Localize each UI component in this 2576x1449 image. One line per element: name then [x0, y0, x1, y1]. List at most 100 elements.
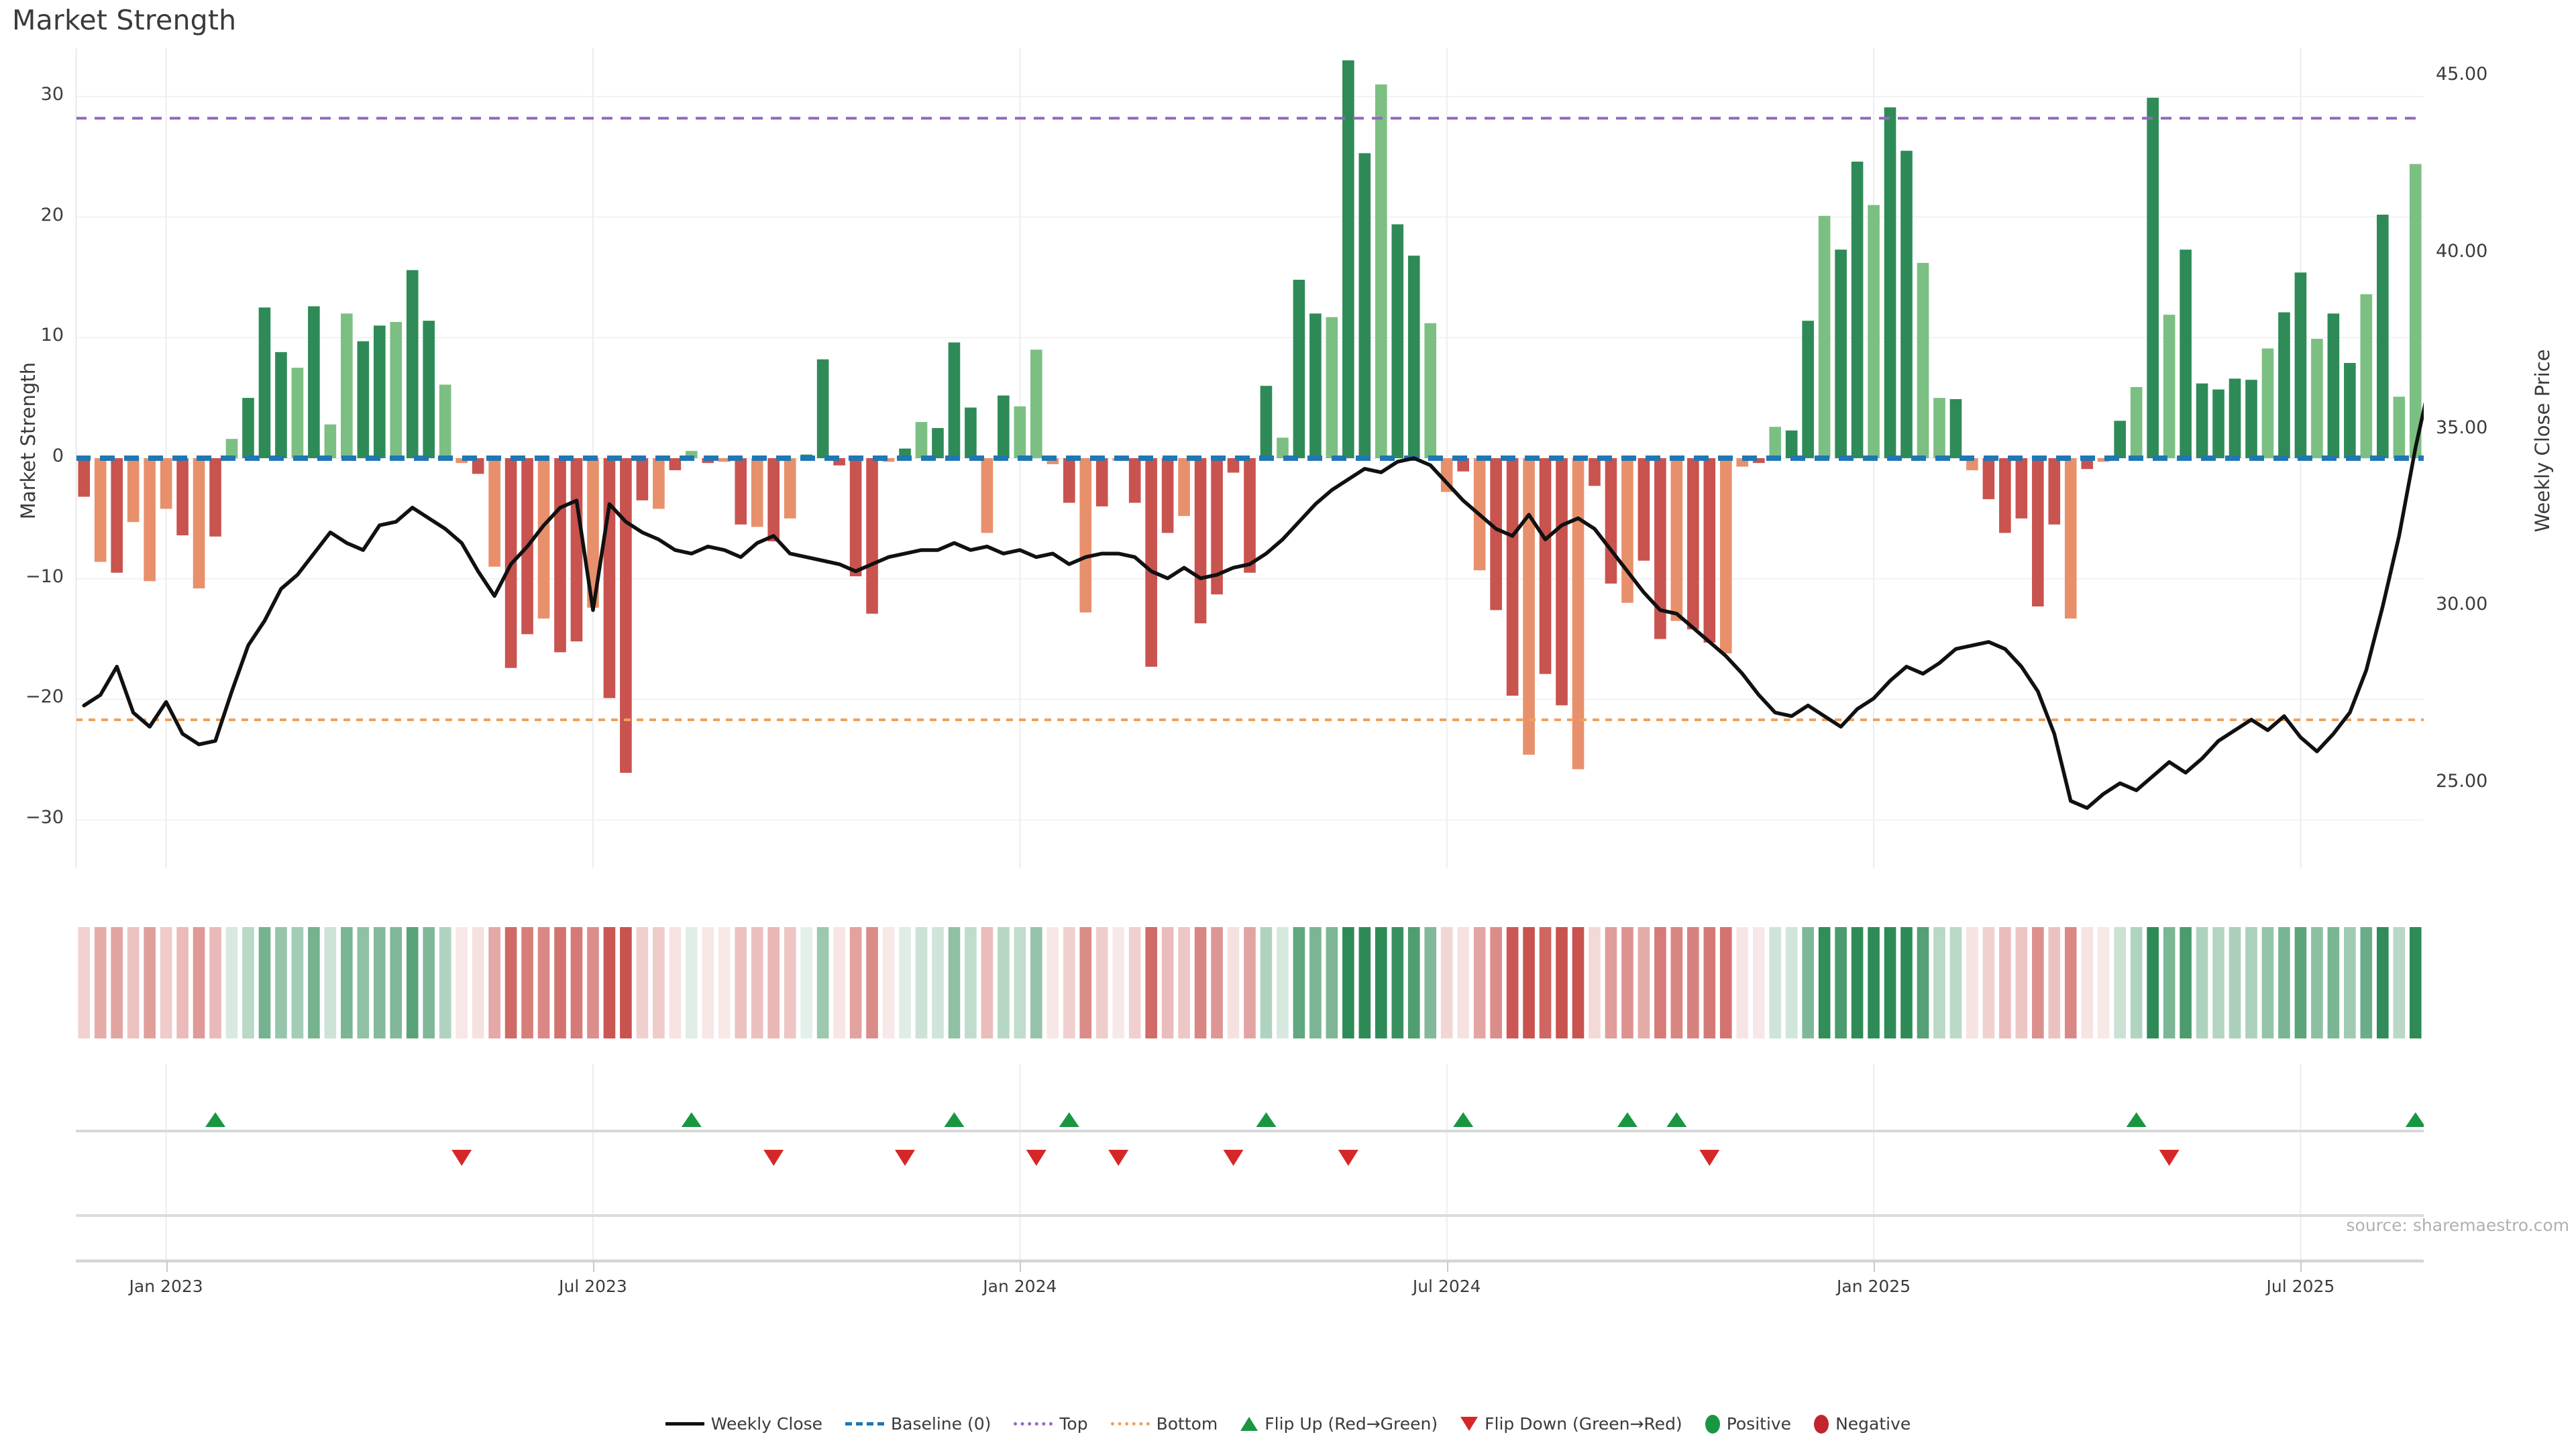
heatmap-cell	[899, 927, 911, 1038]
flip-down-marker	[1026, 1150, 1046, 1166]
strength-bar	[291, 368, 304, 458]
heatmap-cell	[718, 927, 731, 1038]
main-plot-canvas	[76, 48, 2424, 868]
flip-down-marker	[1108, 1150, 1129, 1166]
heatmap-cell	[1079, 927, 1092, 1038]
weekly-close-line	[82, 402, 2424, 810]
legend-item[interactable]: Bottom	[1110, 1414, 1218, 1434]
strength-bar	[2377, 214, 2389, 458]
strength-bar	[2097, 458, 2110, 462]
heatmap-cell	[2212, 927, 2224, 1038]
heatmap-cell	[472, 927, 484, 1038]
strength-bar	[1966, 458, 1978, 470]
heatmap-cell	[1473, 927, 1486, 1038]
strength-bar	[2294, 272, 2307, 458]
heatmap-cell	[2081, 927, 2094, 1038]
heatmap-cell	[1293, 927, 1305, 1038]
y-axis-left-tick: 30	[40, 83, 64, 105]
heatmap-cell	[1523, 927, 1535, 1038]
heatmap-cell	[2114, 927, 2127, 1038]
dashed-blue-icon	[845, 1422, 885, 1426]
heatmap-cell	[1014, 927, 1026, 1038]
main-plot-panel	[76, 48, 2424, 868]
legend-item[interactable]: Flip Up (Red→Green)	[1240, 1414, 1438, 1434]
heatmap-cell	[1752, 927, 1765, 1038]
y-axis-left-tick: −10	[25, 566, 64, 587]
heatmap-cell	[751, 927, 763, 1038]
strength-bar	[406, 270, 419, 458]
strength-bar	[2261, 348, 2274, 458]
strength-heatmap-canvas	[78, 927, 2422, 1038]
legend-item[interactable]: Baseline (0)	[845, 1414, 991, 1434]
strength-bar	[1293, 280, 1305, 458]
strength-bar	[94, 458, 107, 562]
heatmap-cell	[2180, 927, 2192, 1038]
x-axis-tick-label: Jan 2025	[1837, 1277, 1911, 1296]
heatmap-cell	[784, 927, 796, 1038]
heatmap-cell	[1244, 927, 1256, 1038]
strength-bar	[767, 458, 780, 541]
heatmap-cell	[258, 927, 271, 1038]
heatmap-cell	[1835, 927, 1847, 1038]
strength-bar	[833, 458, 845, 466]
strength-bar	[111, 458, 123, 573]
heatmap-cell	[948, 927, 961, 1038]
strength-bar	[1687, 458, 1699, 630]
heatmap-cell	[275, 927, 287, 1038]
dotted-orange-icon	[1110, 1422, 1150, 1426]
heatmap-cell	[1030, 927, 1042, 1038]
strength-bar	[2327, 313, 2340, 458]
strength-bar	[2229, 378, 2241, 458]
legend-item[interactable]: Negative	[1814, 1414, 1911, 1434]
heatmap-cell	[1375, 927, 1387, 1038]
y-axis-left-tick: 10	[40, 325, 64, 346]
heatmap-cell	[111, 927, 123, 1038]
heatmap-cell	[1605, 927, 1617, 1038]
strength-bar	[2015, 458, 2028, 519]
heatmap-cell	[2147, 927, 2159, 1038]
legend-item[interactable]: Flip Down (Green→Red)	[1460, 1414, 1682, 1434]
strength-bar	[653, 458, 665, 509]
heatmap-cell	[2097, 927, 2110, 1038]
strength-bar	[1457, 458, 1469, 472]
flip-markers-canvas	[76, 1064, 2424, 1198]
strength-bar	[160, 458, 172, 509]
y-axis-right-tick: 25.00	[2436, 770, 2488, 792]
heatmap-cell	[2327, 927, 2340, 1038]
strength-bar	[1818, 215, 1831, 458]
strength-bar	[1342, 60, 1354, 459]
heatmap-cell	[373, 927, 386, 1038]
heatmap-cell	[735, 927, 747, 1038]
heatmap-cell	[2278, 927, 2290, 1038]
heatmap-cell	[1178, 927, 1190, 1038]
strength-bar	[816, 359, 829, 458]
strength-bar	[390, 321, 402, 458]
heatmap-cell	[2393, 927, 2406, 1038]
triangle-down-red-icon	[1460, 1417, 1479, 1431]
y-axis-right-label: Weekly Close Price	[2531, 349, 2554, 533]
legend-item[interactable]: Positive	[1705, 1414, 1791, 1434]
heatmap-cell	[504, 927, 517, 1038]
strength-bar	[1194, 458, 1207, 624]
heatmap-cell	[866, 927, 878, 1038]
heatmap-cell	[1128, 927, 1141, 1038]
strength-bar	[2344, 363, 2356, 458]
strength-bar	[1785, 430, 1798, 458]
heatmap-cell	[2377, 927, 2389, 1038]
heatmap-cell	[702, 927, 714, 1038]
x-axis-tick-label: Jul 2024	[1412, 1277, 1481, 1296]
strength-bar	[1572, 458, 1585, 769]
heatmap-cell	[1194, 927, 1207, 1038]
strength-bar	[1030, 350, 1042, 458]
heatmap-cell	[1277, 927, 1289, 1038]
strength-bar	[1309, 313, 1322, 458]
flip-down-marker	[1223, 1150, 1244, 1166]
y-axis-right-tick: 45.00	[2436, 64, 2488, 85]
legend-item[interactable]: Weekly Close	[665, 1414, 822, 1434]
legend-item[interactable]: Top	[1014, 1414, 1088, 1434]
heatmap-cell	[636, 927, 649, 1038]
heatmap-cell	[94, 927, 107, 1038]
heatmap-cell	[1457, 927, 1469, 1038]
strength-bar	[2114, 421, 2127, 458]
heatmap-cell	[1999, 927, 2011, 1038]
